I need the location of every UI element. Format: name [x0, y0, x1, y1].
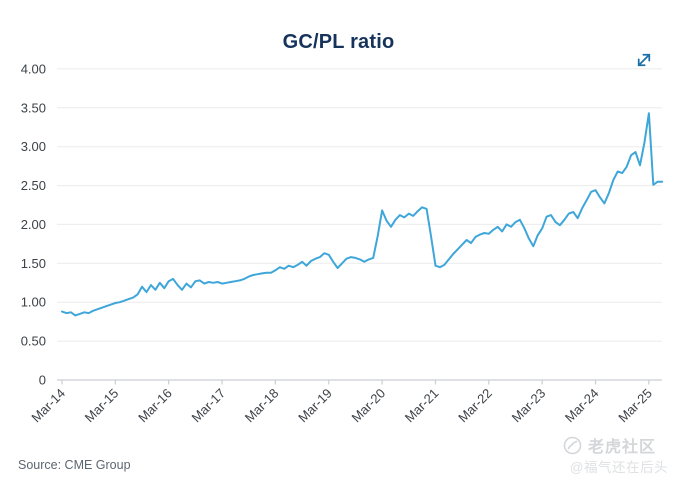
watermark-user: @福气还在后头 [569, 460, 668, 475]
y-axis-tick-label: 3.50 [21, 100, 46, 115]
x-axis-tick-label: Mar-18 [242, 386, 282, 426]
x-axis-tick-label: Mar-16 [135, 386, 175, 426]
x-axis-tick-label: Mar-24 [562, 386, 602, 426]
tiger-logo-icon [563, 436, 582, 454]
y-axis-tick-label: 0.50 [21, 334, 46, 349]
x-axis-tick-label: Mar-21 [402, 386, 442, 426]
y-axis-tick-label: 3.00 [21, 139, 46, 154]
x-axis-tick-label: Mar-19 [295, 386, 335, 426]
x-axis-tick-label: Mar-14 [28, 386, 68, 426]
y-axis-tick-label: 0 [39, 373, 46, 388]
x-axis-tick-label: Mar-25 [615, 386, 655, 426]
x-axis-tick-label: Mar-17 [188, 386, 228, 426]
x-axis-tick-label: Mar-23 [509, 386, 549, 426]
expand-button[interactable] [633, 49, 655, 71]
y-axis-tick-label: 1.50 [21, 256, 46, 271]
ratio-line-series [61, 112, 664, 317]
x-axis-tick-label: Mar-20 [348, 386, 388, 426]
watermark-community-label: 老虎社区 [587, 439, 656, 456]
x-axis-tick-label: Mar-15 [82, 386, 122, 426]
watermark-community: 老虎社区 [563, 433, 656, 457]
y-axis-tick-label: 2.00 [21, 217, 46, 232]
y-axis-tick-label: 1.00 [21, 295, 46, 310]
x-axis-tick-label: Mar-22 [455, 386, 495, 426]
source-note: Source: CME Group [18, 458, 131, 472]
y-axis-tick-label: 2.50 [21, 178, 46, 193]
expand-arrows-icon [637, 53, 651, 67]
y-axis-tick-label: 4.00 [21, 61, 46, 76]
chart-title: GC/PL ratio [282, 31, 395, 53]
